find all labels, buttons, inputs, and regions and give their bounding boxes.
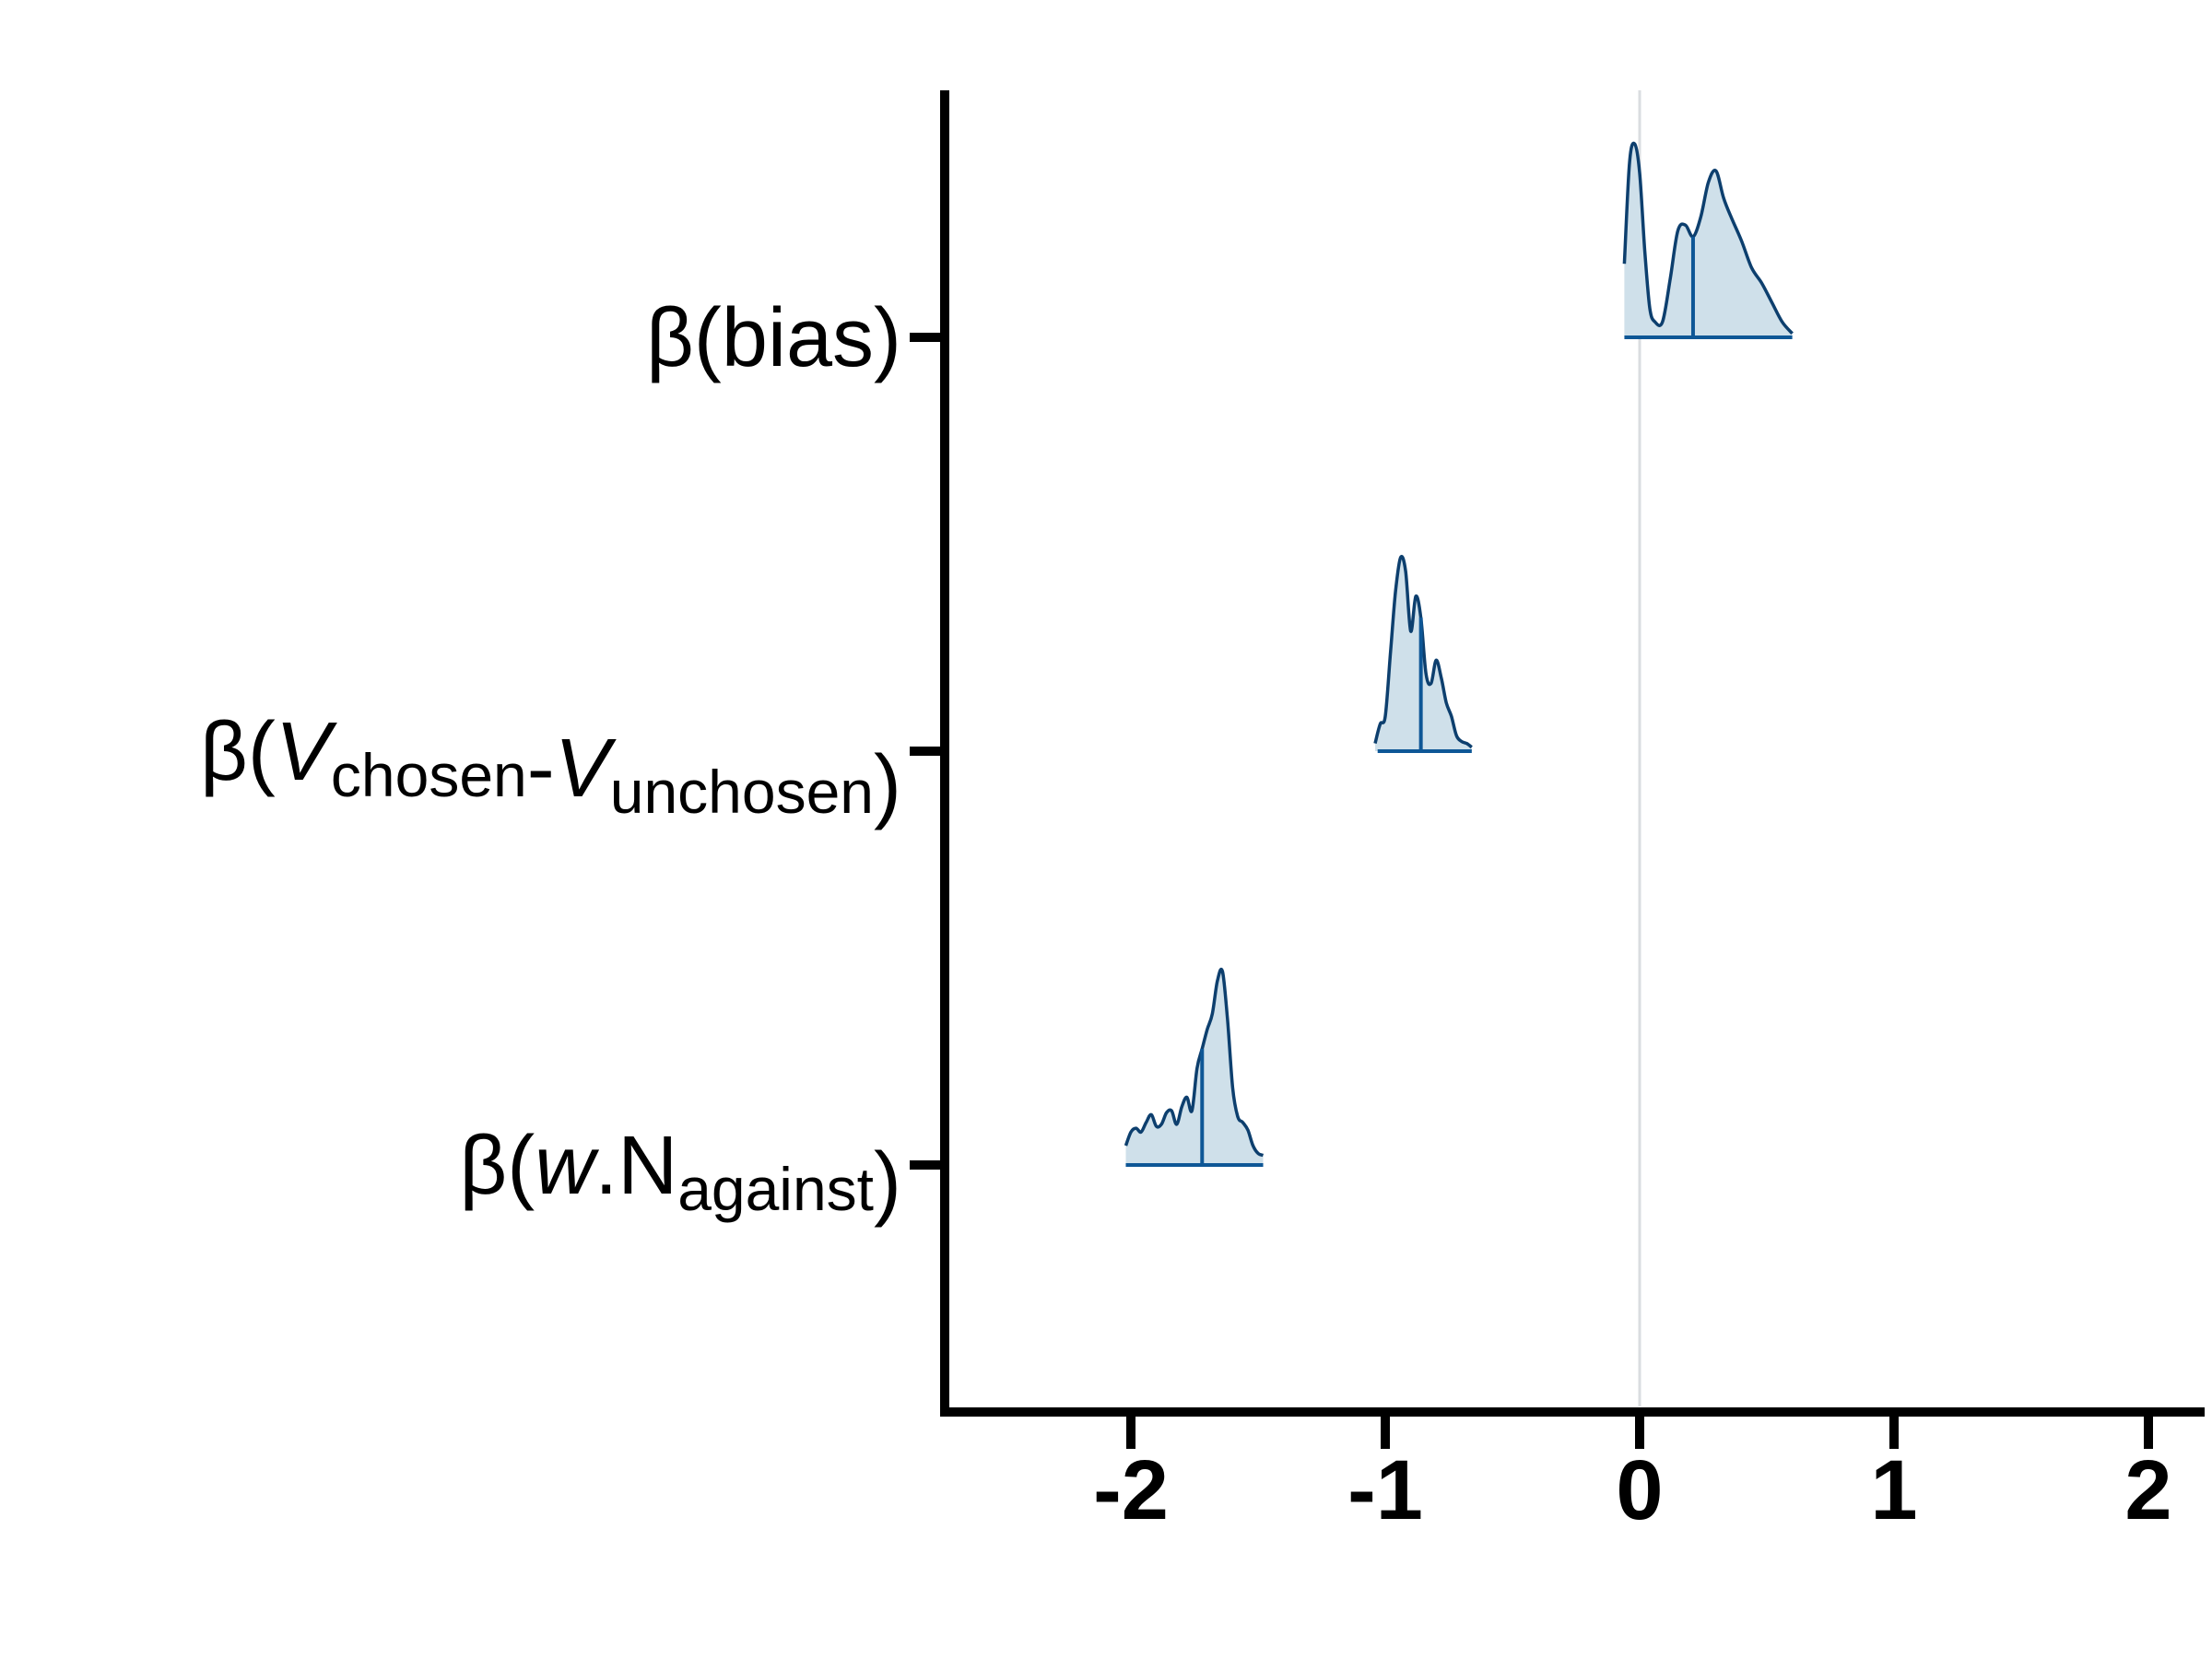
axes [910, 90, 2205, 1449]
label-part: unchosen [610, 758, 874, 826]
ridge-2 [1124, 967, 1265, 1167]
ridge-0 [1622, 141, 1794, 339]
label-part: V [276, 706, 338, 798]
label-part: against [677, 1155, 874, 1223]
x-tick-label: 1 [1870, 1443, 1917, 1537]
y-axis-labels: β(bias)β(Vchosen-Vunchosen)β(w.Nagainst) [200, 292, 901, 1229]
label-suffix: ) [874, 739, 901, 831]
x-tick-label: -1 [1347, 1443, 1423, 1537]
label-prefix: β( [646, 292, 722, 384]
label-prefix: β( [200, 706, 276, 798]
label-prefix: β( [459, 1120, 535, 1212]
x-tick-label: 0 [1616, 1443, 1663, 1537]
label-part: - [527, 723, 555, 815]
density-ridges [1124, 141, 1794, 1167]
density-outline [1622, 141, 1794, 335]
ridge-1 [1373, 555, 1473, 753]
label-part: chosen [331, 741, 527, 809]
density-area [1624, 143, 1793, 337]
label-part: bias [722, 292, 874, 384]
y-tick-label: β(bias) [646, 292, 901, 384]
x-tick-label: -2 [1093, 1443, 1169, 1537]
y-tick-label: β(w.Nagainst) [459, 1120, 901, 1229]
x-axis-tick-labels: -2 -1 0 1 2 [1093, 1443, 2171, 1537]
label-suffix: ) [874, 1136, 901, 1229]
x-tick-label: 2 [2124, 1443, 2171, 1537]
label-suffix: ) [874, 292, 901, 384]
label-part: .N [594, 1120, 677, 1212]
density-area [1125, 969, 1264, 1165]
density-outline [1124, 967, 1265, 1158]
label-part: V [555, 723, 618, 815]
label-part: w [535, 1120, 599, 1212]
y-tick-label: β(Vchosen-Vunchosen) [200, 706, 901, 831]
